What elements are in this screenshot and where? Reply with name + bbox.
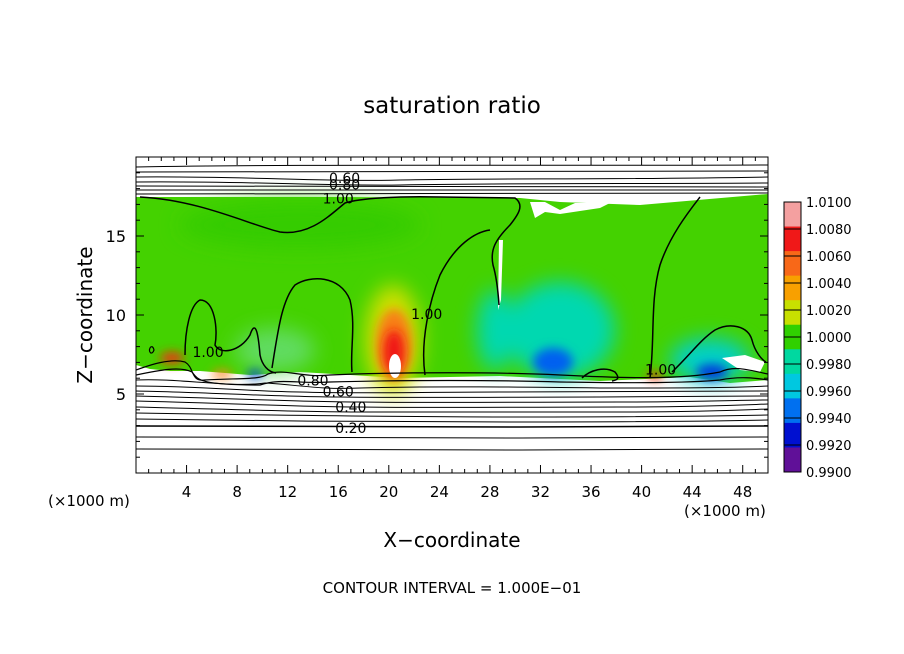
contour-1.00-6: [184, 299, 277, 374]
contour-upper-2: [136, 170, 768, 173]
field-cyan-46: [670, 338, 750, 382]
contour-label: 1.00: [323, 192, 354, 208]
field-white-top-right: [530, 202, 610, 218]
x-axis: 4 8 12 16 20 24 28 32 36 40 44 48: [182, 157, 752, 501]
colorbar-label: 1.0040: [806, 277, 852, 292]
contour-interval-note: CONTOUR INTERVAL = 1.000E−01: [323, 579, 582, 597]
field-cyan-28: [477, 290, 513, 370]
x-tick-label: 4: [182, 483, 192, 501]
contour-upper-4: [136, 181, 768, 186]
contour-label: 0.40: [335, 400, 366, 416]
contour-1.00-32: [581, 368, 619, 382]
x-axis-label: X−coordinate: [383, 528, 520, 552]
x-tick-label: 28: [480, 483, 499, 501]
contour-lines: [136, 164, 768, 451]
field-white-right-blob: [722, 355, 765, 372]
colorbar-swatch: [784, 373, 801, 399]
y-tick-label: 5: [116, 385, 126, 404]
contour-lower-8: [136, 406, 768, 413]
contour-lower-10: [136, 418, 768, 423]
x-tick-label: 24: [430, 483, 449, 501]
chart-title: saturation ratio: [363, 93, 541, 119]
contour-lower-2: [136, 368, 768, 386]
plot-area: 0.600.801.001.001.001.000.800.600.400.20: [136, 157, 768, 473]
x-tick-label: 40: [632, 483, 651, 501]
x-unit-right: (×1000 m): [684, 502, 766, 520]
colorbar-label: 1.0000: [806, 331, 852, 346]
field-upper-green: [180, 201, 420, 249]
contour-1.00-44: [671, 325, 767, 373]
contour-1.00-14: [271, 278, 354, 373]
contour-lower-5: [136, 390, 768, 398]
colorbar-label: 1.0020: [806, 304, 852, 319]
y-axis: 5 10 15: [106, 227, 768, 404]
colorbar-label: 0.9980: [806, 358, 852, 373]
field-cyan-36: [505, 282, 615, 378]
contour-1.00-top: [139, 196, 521, 306]
contour-1.00-40: [649, 196, 701, 379]
field-blue-45: [696, 364, 728, 380]
colorbar-label: 0.9900: [806, 466, 852, 481]
contour-lower-7: [136, 400, 768, 408]
contour-lower-4: [136, 385, 768, 394]
heatmap-field: [136, 194, 768, 395]
contour-label: 0.60: [329, 171, 360, 187]
minor-ticks: [136, 157, 768, 473]
contour-label: 1.00: [192, 345, 223, 361]
contour-label: 0.60: [323, 384, 354, 400]
colorbar-label: 1.0060: [806, 250, 852, 265]
contour-0.20: [136, 425, 768, 428]
contour-label: 1.00: [645, 362, 676, 378]
x-unit-left: (×1000 m): [48, 492, 130, 510]
colorbar-swatch: [784, 398, 801, 424]
x-tick-label: 8: [232, 483, 242, 501]
contour-label: 0.80: [297, 373, 328, 389]
colorbar: 1.0100 1.0080 1.0060 1.0040 1.0020 1.0000 0.99…: [783, 196, 852, 481]
y-axis-label: Z−coordinate: [73, 246, 97, 383]
contour-label: 1.00: [411, 307, 442, 323]
contour-upper-3: [136, 176, 768, 181]
field-orange-6: [212, 370, 232, 378]
x-tick-label: 12: [278, 483, 297, 501]
x-tick-label: 16: [329, 483, 348, 501]
x-tick-label: 20: [379, 483, 398, 501]
x-tick-label: 36: [581, 483, 600, 501]
field-blue-9: [247, 370, 263, 378]
colorbar-swatch: [784, 300, 801, 326]
contour-lower-3: [136, 379, 768, 389]
colorbar-label: 0.9960: [806, 385, 852, 400]
colorbar-swatch: [784, 202, 801, 228]
x-tick-label: 32: [531, 483, 550, 501]
contour-label: 0.20: [335, 421, 366, 437]
field-blue-33: [533, 348, 573, 376]
field-white-streak: [498, 240, 503, 310]
x-tick-label: 44: [683, 483, 702, 501]
contour-lower-11: [136, 436, 768, 439]
contour-labels: 0.600.801.001.001.001.000.800.600.400.20: [192, 171, 676, 437]
x-tick-label: 48: [733, 483, 752, 501]
y-tick-label: 15: [106, 227, 126, 246]
colorbar-label: 1.0100: [806, 196, 852, 211]
contour-label: 0.80: [329, 177, 360, 193]
contour-upper-5: [136, 185, 768, 188]
y-tick-label: 10: [106, 306, 126, 325]
colorbar-swatch: [784, 349, 801, 375]
field-white-core: [389, 354, 401, 378]
contour-lower-12: [136, 448, 768, 451]
colorbar-swatch: [784, 226, 801, 252]
contour-1.00-dome: [422, 229, 491, 376]
colorbar-label: 1.0080: [806, 223, 852, 238]
colorbar-label: 0.9920: [806, 439, 852, 454]
contour-upper-1: [136, 164, 768, 168]
colorbar-swatch: [784, 422, 801, 448]
colorbar-swatch: [784, 447, 801, 473]
contour-small-loop-left: [148, 346, 155, 354]
colorbar-label: 0.9940: [806, 412, 852, 427]
colorbar-swatch: [784, 251, 801, 277]
contour-lower-6: [136, 395, 768, 403]
colorbar-swatch: [784, 275, 801, 301]
contour-lower-9: [136, 412, 768, 418]
